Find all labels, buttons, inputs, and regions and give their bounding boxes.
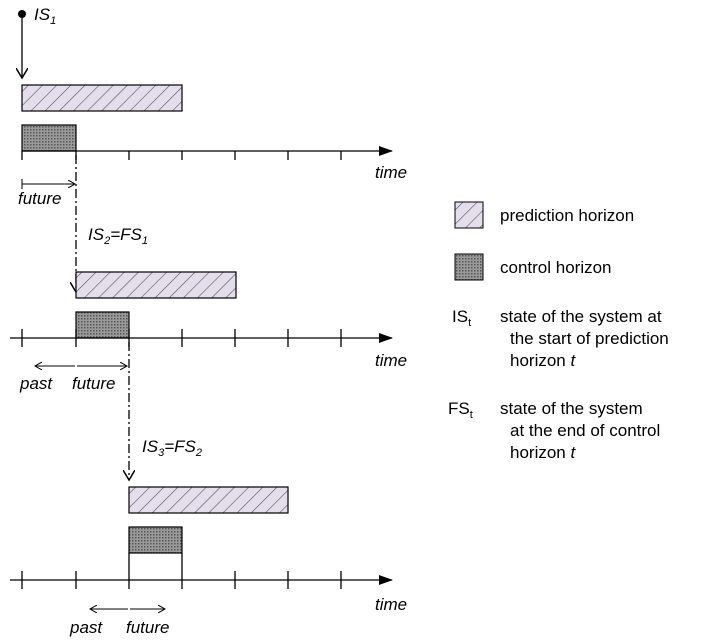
legend-desc: at the end of control [510, 421, 660, 440]
axis-label: time [375, 163, 407, 182]
text-part: IS [452, 307, 468, 326]
text-part: FS [448, 399, 470, 418]
legend-symbol: ISt [452, 307, 471, 329]
control-bar [75, 311, 130, 339]
row-3: time past future [10, 486, 407, 637]
row-2: time past future IS3=FS2 [10, 271, 407, 480]
text-part: =FS [164, 437, 196, 456]
prediction-bar [128, 486, 289, 514]
future-label: future [72, 374, 115, 393]
text-part: horizon [510, 443, 570, 462]
legend-swatch [454, 201, 484, 229]
legend-label: prediction horizon [500, 206, 634, 225]
legend-symbol: FSt [448, 399, 473, 421]
future-label: future [126, 618, 169, 637]
legend-desc: the start of prediction [510, 329, 669, 348]
state-label: IS2=FS1 [88, 225, 148, 247]
row-1: IS1 time future IS2=FS1 [18, 5, 407, 292]
past-label: past [69, 618, 103, 637]
prediction-bar [21, 84, 183, 112]
future-label: future [18, 189, 61, 208]
legend-desc: horizon t [510, 443, 576, 462]
ticks [21, 553, 342, 589]
legend-desc: state of the system [500, 399, 643, 418]
ticks [21, 329, 342, 347]
legend-label: control horizon [500, 258, 612, 277]
text-part: t [570, 351, 576, 370]
text-part: 1 [142, 235, 148, 247]
text-part: t [470, 409, 473, 421]
axis-label: time [375, 595, 407, 614]
legend-desc: horizon t [510, 351, 576, 370]
past-label: past [19, 374, 53, 393]
prediction-bar [75, 271, 237, 299]
text-part: =FS [110, 225, 142, 244]
legend-desc: state of the system at [500, 307, 662, 326]
text-part: 2 [103, 235, 110, 247]
axis-label: time [375, 351, 407, 370]
text-part: t [468, 317, 471, 329]
text-part: IS [88, 225, 105, 244]
ticks [21, 151, 342, 160]
text-part: IS [34, 5, 51, 24]
text-part: t [570, 443, 576, 462]
legend: prediction horizon control horizon ISt s… [448, 201, 669, 462]
control-bar [21, 124, 77, 152]
text-part: 2 [195, 447, 202, 459]
control-bar [128, 526, 183, 554]
text-part: IS [142, 437, 159, 456]
text-part: 1 [50, 15, 56, 27]
state-label: IS1 [34, 5, 56, 27]
text-part: 3 [158, 447, 165, 459]
state-label: IS3=FS2 [142, 437, 202, 459]
legend-swatch [454, 253, 484, 281]
text-part: horizon [510, 351, 570, 370]
